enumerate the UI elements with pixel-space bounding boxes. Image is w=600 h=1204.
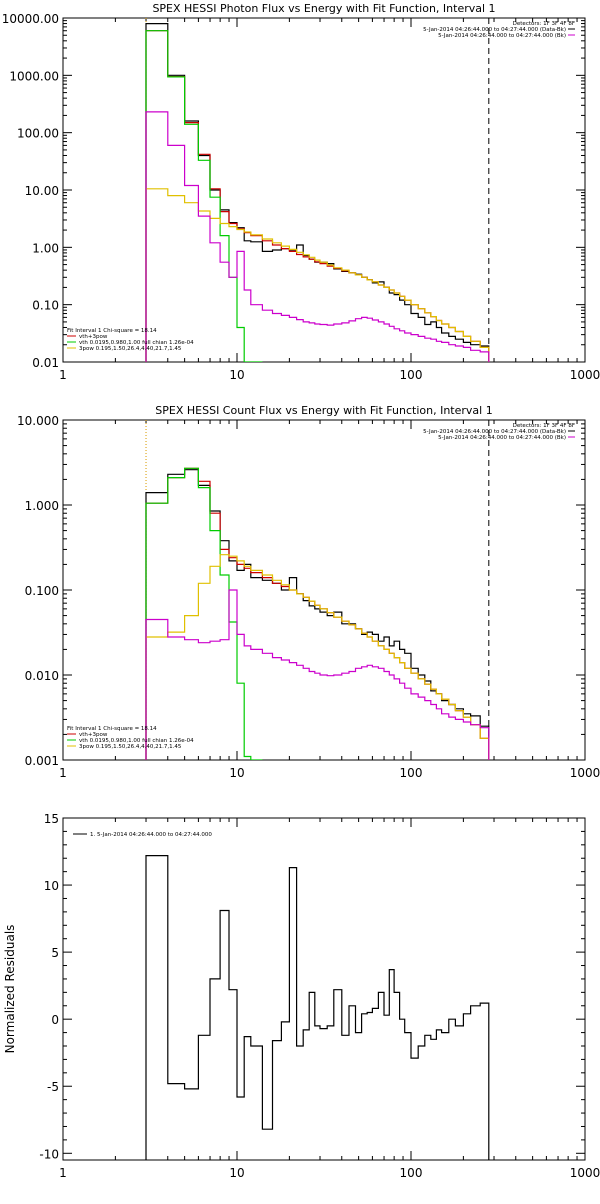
series-line (145, 111, 490, 362)
x-tick-label: 1000 (570, 1166, 600, 1180)
legend-entry-label: vth 0.0195,0.980,1.00 full chian 1.26e-0… (79, 738, 194, 744)
legend-entry-label: 3pow 0.195,1.50,26.4,4.40,21.7,1.45 (79, 744, 182, 750)
x-tick-label: 100 (400, 1166, 423, 1180)
y-tick-label: 0.01 (32, 356, 59, 370)
x-tick-label: 10 (229, 368, 244, 382)
plot-2 (62, 419, 586, 761)
legend-entry-label: vth+3pow (79, 334, 108, 340)
legend-entry-label: 3pow 0.195,1.50,26.4,4.40,21.7,1.45 (79, 346, 182, 352)
y-tick-label: 10.000 (17, 414, 59, 428)
x-tick-label: 100 (400, 368, 423, 382)
legend-entry-label: 5-Jan-2014 04:26:44.000 to 04:27:44.000 … (438, 435, 566, 441)
series-line (145, 30, 263, 362)
legend-entry-label: vth+3pow (79, 732, 108, 738)
y-axis-label: Normalized Residuals (3, 925, 17, 1054)
legend-entry-label: 1. 5-Jan-2014 04:26:44.000 to 04:27:44.0… (90, 832, 212, 838)
legend-entry-label: 5-Jan-2014 04:26:44.000 to 04:27:44.000 … (438, 33, 566, 39)
plot-title: SPEX HESSI Count Flux vs Energy with Fit… (155, 404, 492, 417)
x-tick-label: 1 (59, 766, 67, 780)
x-tick-label: 1 (59, 368, 67, 382)
x-tick-label: 1000 (570, 766, 600, 780)
plot-3 (62, 817, 586, 1161)
y-tick-label: 100.00 (17, 127, 59, 141)
legend-header: Fit Interval 1 Chi-square = 18.14 (67, 328, 157, 334)
plot-title: SPEX HESSI Photon Flux vs Energy with Fi… (152, 2, 495, 15)
y-tick-label: 0.001 (25, 754, 59, 768)
y-tick-label: 15 (44, 812, 59, 826)
y-tick-label: 10.00 (25, 184, 59, 198)
legend-header: Detectors: 1F 3F 4F 8F (513, 21, 575, 27)
x-tick-label: 10 (229, 1166, 244, 1180)
y-tick-label: 0 (51, 1013, 59, 1027)
x-tick-label: 10 (229, 766, 244, 780)
series-line (145, 188, 490, 362)
y-tick-label: 0.010 (25, 669, 59, 683)
y-tick-label: 5 (51, 946, 59, 960)
y-tick-label: 10 (44, 879, 59, 893)
series-line (145, 589, 490, 760)
x-tick-label: 100 (400, 766, 423, 780)
series-line (145, 855, 490, 1160)
y-tick-label: 10000.00 (2, 12, 59, 26)
series-line (145, 554, 490, 760)
legend-entry-label: 5-Jan-2014 04:26:44.000 to 04:27:44.000 … (423, 27, 566, 33)
y-tick-label: 1000.00 (9, 69, 59, 83)
x-tick-label: 1 (59, 1166, 67, 1180)
x-tick-label: 1000 (570, 368, 600, 382)
legend-header: Fit Interval 1 Chi-square = 18.14 (67, 726, 157, 732)
plot-1 (62, 17, 586, 363)
legend-entry-label: 5-Jan-2014 04:26:44.000 to 04:27:44.000 … (423, 429, 566, 435)
y-tick-label: -5 (47, 1080, 59, 1094)
legend-entry-label: vth 0.0195,0.980,1.00 full chian 1.26e-0… (79, 340, 194, 346)
y-tick-label: 0.10 (32, 299, 59, 313)
series-line (145, 467, 263, 760)
y-tick-label: 1.000 (25, 499, 59, 513)
legend-header: Detectors: 1F 3F 4F 8F (513, 423, 575, 429)
plot-frame (62, 817, 586, 1161)
y-tick-label: 0.100 (25, 584, 59, 598)
y-tick-label: 1.00 (32, 241, 59, 255)
y-tick-label: -10 (39, 1147, 59, 1161)
